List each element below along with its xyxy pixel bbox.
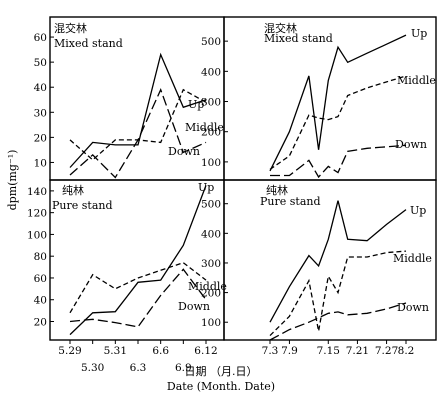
right-bottom-ytick-label: 200 xyxy=(201,288,221,300)
left-top-label-up: Up xyxy=(188,98,204,111)
plot-layer: 10 20 30 40 50 60 Up Middle Down 20 40 60 80 100 120 14… xyxy=(27,27,436,374)
left-bottom-ytick-label: 100 xyxy=(27,229,47,241)
left-bottom-series-down xyxy=(69,268,207,328)
right-top-series-middle xyxy=(269,75,407,170)
right-bottom-series-down xyxy=(269,302,407,341)
left-bottom-ytick-label: 40 xyxy=(34,295,47,307)
left-top-label-down: Down xyxy=(168,145,200,158)
right-top-ytick-label: 500 xyxy=(201,36,221,48)
left-bottom-xtick-label: 5.30 xyxy=(81,362,104,374)
right-bottom-xtick-label: 7.9 xyxy=(281,345,298,357)
left-bottom-series-middle xyxy=(69,261,207,314)
right-top-label-up: Up xyxy=(411,27,427,40)
right-top-label-middle: Middle xyxy=(397,74,436,87)
right-bottom-title-cn: 纯林 xyxy=(266,183,288,197)
right-top-title-cn: 混交林 xyxy=(264,21,297,35)
right-top-series-down xyxy=(270,144,407,179)
right-bottom-xtick-label: 7.27 xyxy=(375,345,398,357)
left-bottom-xtick-label: 6.9 xyxy=(175,362,192,374)
left-top-ytick-label: 20 xyxy=(34,132,47,144)
right-bottom-title: Pure stand xyxy=(260,195,321,208)
left-bottom-ytick-label: 80 xyxy=(34,251,47,263)
left-bottom-title-cn: 纯林 xyxy=(62,183,84,197)
left-top-ytick-label: 10 xyxy=(34,157,47,169)
left-top-series-up xyxy=(69,52,207,168)
right-bottom-series-up xyxy=(269,200,407,323)
left-bottom-label-up: Up xyxy=(198,181,214,194)
right-top-ytick-label: 400 xyxy=(201,66,221,78)
left-bottom-series-up xyxy=(69,185,207,336)
y-axis-label: dpm(mg⁻¹) xyxy=(6,150,19,211)
left-top-ytick-label: 60 xyxy=(34,32,47,44)
left-bottom-ytick-label: 60 xyxy=(34,273,47,285)
left-bottom-xtick-label: 5.29 xyxy=(58,345,81,357)
x-axis-label: Date (Month. Date) xyxy=(167,380,275,393)
left-bottom-label-middle: Middle xyxy=(188,280,227,293)
left-top-title: Mixed stand xyxy=(54,37,123,50)
right-bottom-ytick-label: 400 xyxy=(201,228,221,240)
right-bottom-label-middle: Middle xyxy=(393,252,432,265)
right-bottom-xtick-label: 8.2 xyxy=(398,345,415,357)
right-top-ytick-label: 200 xyxy=(201,127,221,139)
right-bottom-frame xyxy=(223,179,437,341)
left-bottom-ytick-label: 20 xyxy=(34,316,47,328)
right-top-ytick-label: 300 xyxy=(201,97,221,109)
left-bottom-ytick-label: 120 xyxy=(27,208,47,220)
right-bottom-label-down: Down xyxy=(397,301,429,314)
left-bottom-label-down: Down xyxy=(178,300,210,313)
right-top-ytick-label: 100 xyxy=(201,157,221,169)
right-bottom-xtick-label: 7.15 xyxy=(317,345,340,357)
right-bottom-ytick-label: 100 xyxy=(201,317,221,329)
left-bottom-xtick-label: 6.12 xyxy=(194,345,217,357)
left-bottom-xtick-label: 6.6 xyxy=(152,345,169,357)
left-top-ytick-label: 30 xyxy=(34,107,47,119)
left-bottom-ytick-label: 140 xyxy=(27,186,47,198)
right-bottom-xtick-label: 7.3 xyxy=(262,345,279,357)
right-bottom-series-middle xyxy=(269,250,407,337)
left-bottom-title: Pure stand xyxy=(52,199,113,212)
left-top-title-cn: 混交林 xyxy=(54,21,87,35)
right-bottom-xtick-label: 7.21 xyxy=(346,345,369,357)
right-top-title: Mixed stand xyxy=(264,32,333,45)
right-bottom-ytick-label: 500 xyxy=(201,199,221,211)
left-top-series-down xyxy=(69,87,207,179)
left-top-label-middle: Middle xyxy=(185,121,224,134)
right-bottom-label-up: Up xyxy=(410,204,426,217)
left-bottom-xtick-label: 5.31 xyxy=(104,345,127,357)
x-axis-label-cn: 日期 （月.日） xyxy=(185,365,258,378)
right-bottom-ytick-label: 300 xyxy=(201,258,221,270)
left-top-ytick-label: 50 xyxy=(34,57,47,69)
right-top-label-down: Down xyxy=(395,138,427,151)
left-bottom-xtick-label: 6.3 xyxy=(130,362,147,374)
left-top-ytick-label: 40 xyxy=(34,82,47,94)
right-top-series-up xyxy=(269,34,407,172)
